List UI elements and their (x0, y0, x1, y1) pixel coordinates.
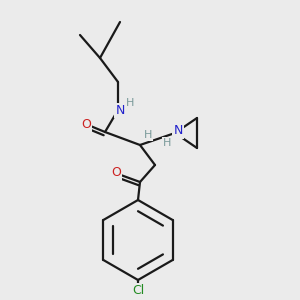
Text: H: H (144, 130, 152, 140)
Text: Cl: Cl (132, 284, 144, 296)
Text: N: N (173, 124, 183, 137)
Text: O: O (111, 167, 121, 179)
Text: H: H (126, 98, 134, 108)
Text: H: H (163, 138, 171, 148)
Text: N: N (115, 103, 125, 116)
Text: O: O (81, 118, 91, 131)
